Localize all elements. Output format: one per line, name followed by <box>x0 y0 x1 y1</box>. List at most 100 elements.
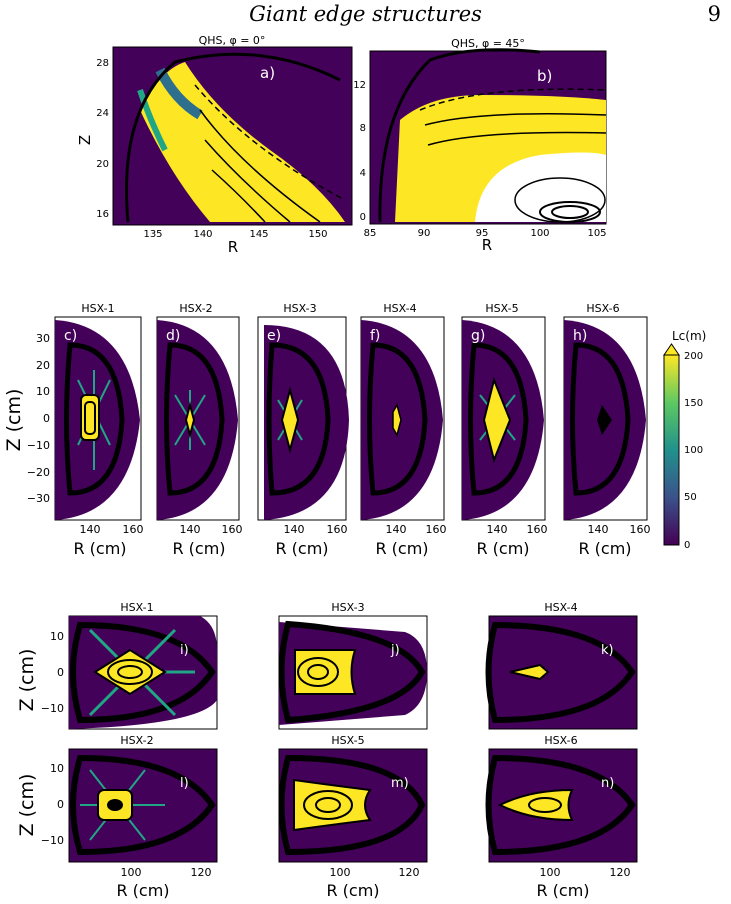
panel-m: HSX-5 m) <box>278 734 428 863</box>
svg-text:140: 140 <box>386 523 407 536</box>
svg-text:−10: −10 <box>27 439 50 452</box>
svg-text:100: 100 <box>540 866 561 879</box>
svg-text:−10: −10 <box>41 702 64 715</box>
panel-a-xlabel: R <box>228 238 238 256</box>
svg-text:160: 160 <box>527 523 548 536</box>
panel-g-label: g) <box>471 328 485 344</box>
svg-text:n): n) <box>601 776 614 791</box>
svg-text:HSX-5: HSX-5 <box>331 734 364 747</box>
svg-text:120: 120 <box>610 866 631 879</box>
svg-text:R (cm): R (cm) <box>578 539 631 558</box>
panel-g-title: HSX-5 <box>485 302 518 315</box>
svg-text:i): i) <box>180 643 189 658</box>
svg-text:135: 135 <box>143 229 162 240</box>
panel-d-title: HSX-2 <box>179 302 212 315</box>
svg-text:140: 140 <box>180 523 201 536</box>
panel-e-title: HSX-3 <box>283 302 316 315</box>
svg-text:120: 120 <box>191 866 212 879</box>
panel-f-title: HSX-4 <box>383 302 416 315</box>
panel-c-title: HSX-1 <box>81 302 114 315</box>
svg-text:R (cm): R (cm) <box>73 539 126 558</box>
colorbar-gradient <box>663 354 680 546</box>
svg-text:145: 145 <box>249 229 268 240</box>
svg-text:l): l) <box>180 776 189 791</box>
svg-text:R (cm): R (cm) <box>375 539 428 558</box>
bottom-xlabels: R (cm) R (cm) R (cm) <box>116 881 589 900</box>
panel-a: QHS, φ = 0° a) 135 140 145 150 16 20 24 … <box>76 34 353 256</box>
bottom-xticks: 100 120 100 120 100 120 <box>121 866 631 879</box>
svg-text:12: 12 <box>353 80 366 91</box>
panel-c: HSX-1 c) <box>54 302 142 521</box>
svg-text:4: 4 <box>360 168 366 179</box>
panel-b-label: b) <box>537 67 552 85</box>
panel-k: HSX-4 k) <box>485 601 638 730</box>
svg-text:R (cm): R (cm) <box>476 539 529 558</box>
svg-text:HSX-2: HSX-2 <box>120 734 153 747</box>
bottom-axes-labels: Z (cm) Z (cm) 10 0 −10 10 0 −10 <box>16 630 64 847</box>
panel-b-xlabel: R <box>482 236 492 254</box>
panel-e: HSX-3 e) <box>257 302 349 521</box>
svg-text:j): j) <box>390 643 400 658</box>
svg-text:100: 100 <box>330 866 351 879</box>
colorbar-label: Lc(m) <box>672 329 706 343</box>
svg-text:R (cm): R (cm) <box>172 539 225 558</box>
colorbar: Lc(m) 200 150 100 50 0 <box>663 329 706 551</box>
panel-a-xticks: 135 140 145 150 <box>143 229 327 240</box>
panel-a-label: a) <box>260 64 275 82</box>
svg-text:HSX-3: HSX-3 <box>331 601 364 614</box>
panel-b: QHS, φ = 45° b) 85 90 95 100 105 0 4 8 1… <box>353 37 606 254</box>
svg-text:0: 0 <box>43 412 50 425</box>
svg-text:160: 160 <box>327 523 348 536</box>
svg-text:10: 10 <box>36 385 50 398</box>
bottom-yticks: 10 0 −10 10 0 −10 <box>41 630 64 847</box>
svg-text:8: 8 <box>360 123 366 134</box>
svg-text:100: 100 <box>530 228 549 239</box>
panel-h: HSX-6 h) <box>563 302 648 521</box>
svg-text:28: 28 <box>96 58 109 69</box>
panel-h-title: HSX-6 <box>586 302 619 315</box>
svg-text:20: 20 <box>36 359 50 372</box>
panel-j: HSX-3 j) <box>278 601 428 730</box>
svg-text:30: 30 <box>36 332 50 345</box>
svg-text:R (cm): R (cm) <box>536 881 589 900</box>
svg-text:95: 95 <box>476 228 489 239</box>
middle-xlabels: R (cm) R (cm) R (cm) R (cm) R (cm) R (cm… <box>73 539 631 558</box>
svg-text:Z (cm): Z (cm) <box>16 774 38 837</box>
panel-d-label: d) <box>166 328 180 344</box>
svg-text:20: 20 <box>96 159 109 170</box>
svg-text:100: 100 <box>121 866 142 879</box>
panel-b-yticks: 0 4 8 12 <box>353 80 366 223</box>
svg-text:85: 85 <box>364 228 377 239</box>
panel-a-region <box>140 62 345 222</box>
svg-text:R (cm): R (cm) <box>275 539 328 558</box>
svg-text:200: 200 <box>684 351 703 362</box>
svg-text:50: 50 <box>684 492 697 503</box>
panel-a-title: QHS, φ = 0° <box>199 34 266 47</box>
svg-text:140: 140 <box>487 523 508 536</box>
middle-ylabel: Z (cm) <box>3 389 25 452</box>
panel-b-xticks: 85 90 95 100 105 <box>364 228 607 239</box>
svg-text:m): m) <box>391 776 409 791</box>
panel-b-title: QHS, φ = 45° <box>451 37 525 50</box>
svg-text:0: 0 <box>360 212 366 223</box>
svg-text:160: 160 <box>630 523 651 536</box>
panel-f-label: f) <box>370 328 380 344</box>
svg-text:100: 100 <box>684 445 703 456</box>
svg-text:0: 0 <box>57 666 64 679</box>
panel-d: HSX-2 d) <box>156 302 240 521</box>
panel-a-boundary <box>125 52 341 223</box>
svg-text:k): k) <box>601 643 614 658</box>
svg-text:−20: −20 <box>27 466 50 479</box>
svg-text:10: 10 <box>50 630 64 643</box>
svg-text:150: 150 <box>684 398 703 409</box>
svg-text:HSX-6: HSX-6 <box>544 734 577 747</box>
svg-text:24: 24 <box>96 108 109 119</box>
svg-text:HSX-1: HSX-1 <box>120 601 153 614</box>
middle-xticks: 140 160 140 160 140 160 140 160 140 160 140 16… <box>80 523 651 536</box>
middle-yticks: 30 20 10 0 −10 −20 −30 <box>27 332 50 505</box>
svg-text:140: 140 <box>588 523 609 536</box>
svg-text:140: 140 <box>284 523 305 536</box>
panel-l: HSX-2 l) <box>68 734 218 863</box>
panel-e-label: e) <box>267 328 281 344</box>
panel-a-ylabel: Z <box>76 135 94 145</box>
